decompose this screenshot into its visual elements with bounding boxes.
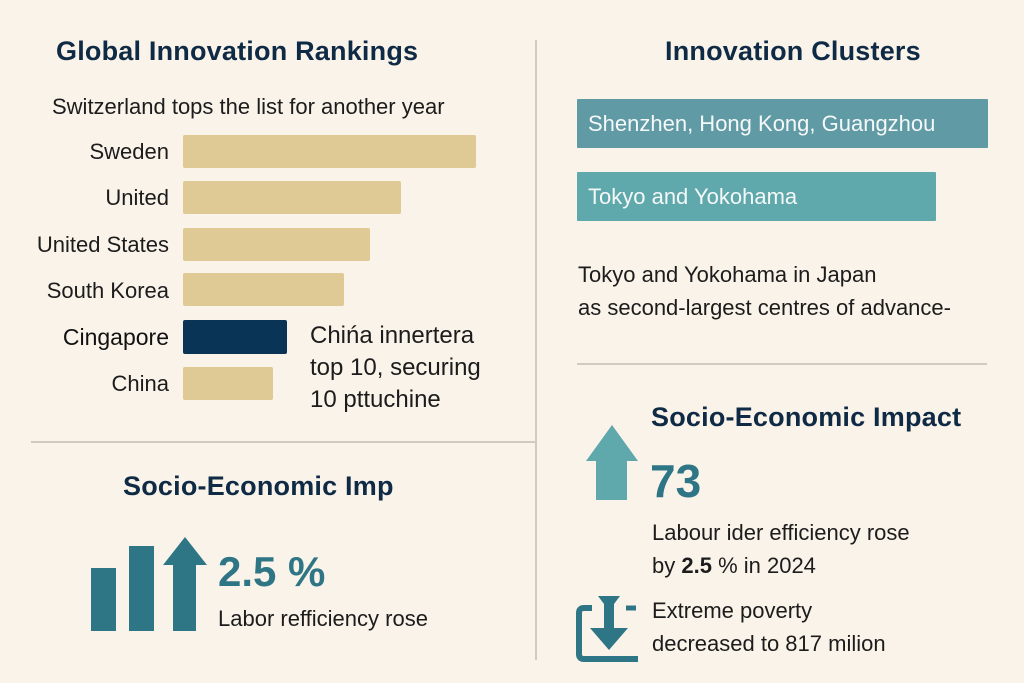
bar-sweden [183,135,476,168]
poverty-line: Extreme poverty [652,598,813,623]
efficiency-percent: 2.5 [681,553,712,578]
rankings-title: Global Innovation Rankings [56,36,419,66]
poverty-text: Extreme poverty decreased to 817 milion [652,594,886,660]
vertical-divider [535,40,537,660]
clusters-description: Tokyo and Yokohama in Japan as second-la… [578,258,951,324]
up-arrow-icon [586,425,638,500]
bar-label: China [111,371,169,396]
text-prefix: by [652,553,682,578]
description-line: Tokyo and Yokohama in Japan [578,262,877,287]
bar-label: South Korea [46,278,169,303]
poverty-line: decreased to 817 milion [652,631,886,656]
bar-united-states [183,228,370,261]
bar-label-highlighted: Cingapore [62,324,169,350]
bar-label: United States [36,232,169,257]
efficiency-line-2: by 2.5 % in 2024 [652,549,910,582]
bar-label: United [105,185,169,210]
download-arrow-icon [576,596,638,662]
bar-united [183,181,401,214]
efficiency-line: Labour ider efficiency rose [652,520,910,545]
annotation-line: 10 pttuchine [310,386,441,413]
left-stat-caption: Labor refficiency rose [218,606,428,631]
left-section-divider [31,441,535,443]
text-suffix: % in 2024 [711,553,816,578]
description-line: as second-largest centres of advance- [578,295,951,320]
rankings-subtitle: Switzerland tops the list for another ye… [52,94,445,119]
right-stat-value: 73 [650,455,702,507]
cluster-bar-tokyo: Tokyo and Yokohama [577,172,936,221]
bar-label: Sweden [89,139,169,164]
annotation-line: top 10, securing [310,354,481,381]
rankings-annotation: Chińa innertera top 10, securing 10 pttu… [310,320,481,416]
right-impact-title: Socio-Economic Impact [651,402,962,432]
left-stat-value: 2.5 % [218,548,326,595]
left-impact-title: Socio-Economic Imp [123,471,394,501]
labour-efficiency-text: Labour ider efficiency rose by 2.5 % in … [652,516,910,582]
right-section-divider [577,363,987,365]
clusters-title: Innovation Clusters [665,36,921,66]
bar-china [183,367,273,400]
annotation-line: Chińa innertera [310,322,475,349]
bar-chart-up-arrow-icon [91,537,207,631]
cluster-bar-shenzhen: Shenzhen, Hong Kong, Guangzhou [577,99,988,148]
bar-cingapore-highlighted [183,320,287,354]
bar-south-korea [183,273,344,306]
